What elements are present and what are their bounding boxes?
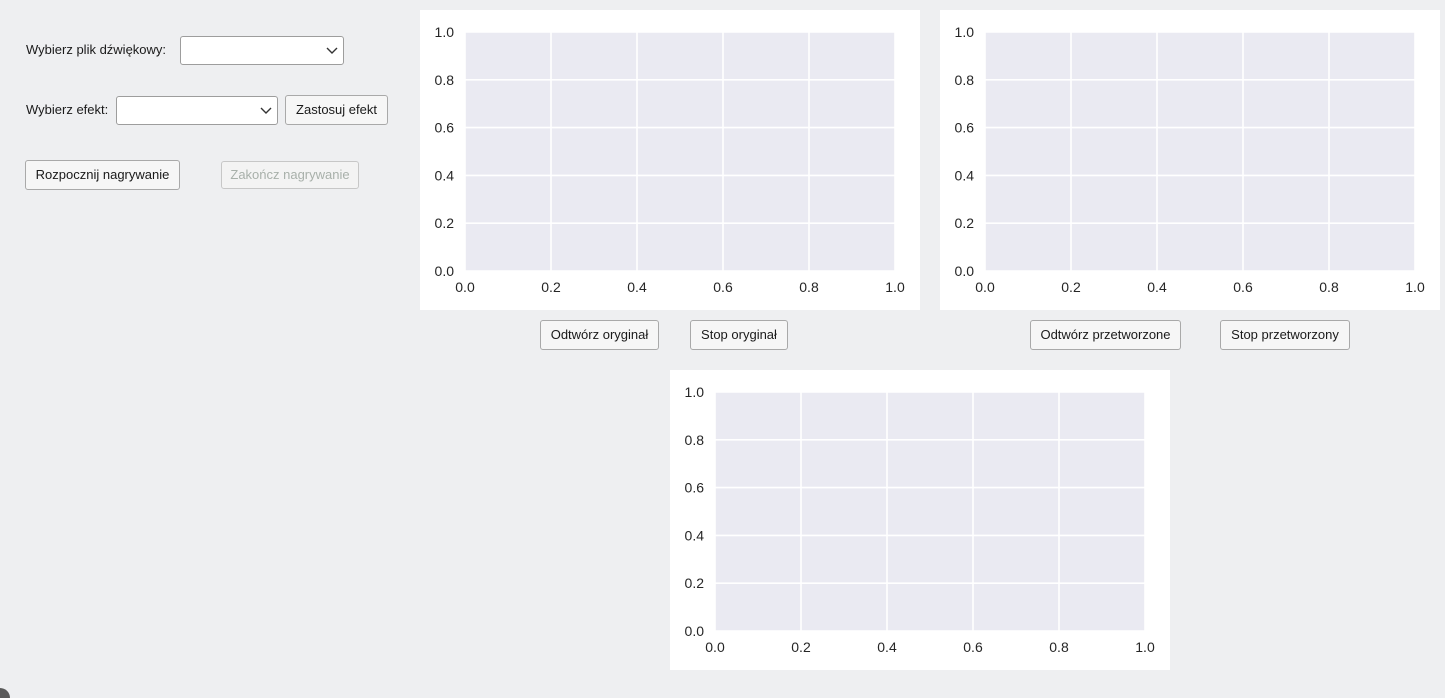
y-tick-label: 0.8 <box>685 432 705 448</box>
play-processed-button[interactable]: Odtwórz przetworzone <box>1030 320 1181 350</box>
x-tick-label: 0.6 <box>713 279 733 295</box>
y-tick-label: 0.8 <box>435 72 455 88</box>
effect-select-label: Wybierz efekt: <box>26 102 109 117</box>
file-select[interactable] <box>180 36 344 65</box>
x-tick-label: 0.6 <box>963 639 983 655</box>
apply-effect-button[interactable]: Zastosuj efekt <box>285 95 388 125</box>
original-waveform-chart: 0.0 0.2 0.4 0.6 0.8 1.0 0.0 0.2 0.4 0.6 0.8 1.0 <box>420 10 920 310</box>
effect-select[interactable] <box>116 96 278 125</box>
processed-waveform-chart: 0.0 0.2 0.4 0.6 0.8 1.0 0.0 0.2 0.4 0.6 0.8 1.0 <box>940 10 1440 310</box>
file-select-label: Wybierz plik dźwiękowy: <box>26 42 167 57</box>
x-tick-label: 0.0 <box>455 279 475 295</box>
y-tick-label: 0.6 <box>435 120 455 136</box>
window-corner <box>0 688 10 698</box>
plot-area <box>715 392 1145 631</box>
stop-recording-button[interactable]: Zakończ nagrywanie <box>221 161 359 189</box>
x-tick-label: 1.0 <box>1405 279 1425 295</box>
chevron-down-icon <box>325 41 339 59</box>
x-tick-label: 0.8 <box>1319 279 1339 295</box>
recording-waveform-chart: 0.0 0.2 0.4 0.6 0.8 1.0 0.0 0.2 0.4 0.6 0.8 1.0 <box>670 370 1170 670</box>
x-tick-label: 0.0 <box>975 279 995 295</box>
x-tick-label: 0.2 <box>1061 279 1081 295</box>
y-tick-label: 0.6 <box>685 480 705 496</box>
plot-area <box>985 32 1415 271</box>
y-tick-label: 0.4 <box>685 527 705 543</box>
y-tick-label: 0.4 <box>955 167 975 183</box>
x-tick-label: 0.4 <box>1147 279 1167 295</box>
y-tick-label: 0.2 <box>435 215 455 231</box>
stop-processed-button[interactable]: Stop przetworzony <box>1220 320 1350 350</box>
play-original-button[interactable]: Odtwórz oryginał <box>540 320 659 350</box>
start-recording-button[interactable]: Rozpocznij nagrywanie <box>25 160 180 190</box>
stop-original-button[interactable]: Stop oryginał <box>690 320 788 350</box>
x-tick-label: 0.4 <box>877 639 897 655</box>
x-tick-label: 0.8 <box>799 279 819 295</box>
x-tick-label: 1.0 <box>1135 639 1155 655</box>
y-tick-label: 1.0 <box>685 384 705 400</box>
y-tick-label: 0.6 <box>955 120 975 136</box>
y-tick-label: 0.2 <box>685 575 705 591</box>
x-tick-label: 0.2 <box>791 639 811 655</box>
x-tick-label: 1.0 <box>885 279 905 295</box>
y-tick-label: 0.0 <box>435 263 455 279</box>
x-tick-label: 0.4 <box>627 279 647 295</box>
y-tick-label: 0.0 <box>955 263 975 279</box>
x-tick-label: 0.2 <box>541 279 561 295</box>
x-tick-label: 0.6 <box>1233 279 1253 295</box>
y-tick-label: 1.0 <box>955 24 975 40</box>
x-tick-label: 0.0 <box>705 639 725 655</box>
y-tick-label: 0.8 <box>955 72 975 88</box>
plot-area <box>465 32 895 271</box>
chevron-down-icon <box>259 101 273 119</box>
y-tick-label: 0.2 <box>955 215 975 231</box>
y-tick-label: 0.4 <box>435 167 455 183</box>
y-tick-label: 0.0 <box>685 623 705 639</box>
y-tick-label: 1.0 <box>435 24 455 40</box>
x-tick-label: 0.8 <box>1049 639 1069 655</box>
